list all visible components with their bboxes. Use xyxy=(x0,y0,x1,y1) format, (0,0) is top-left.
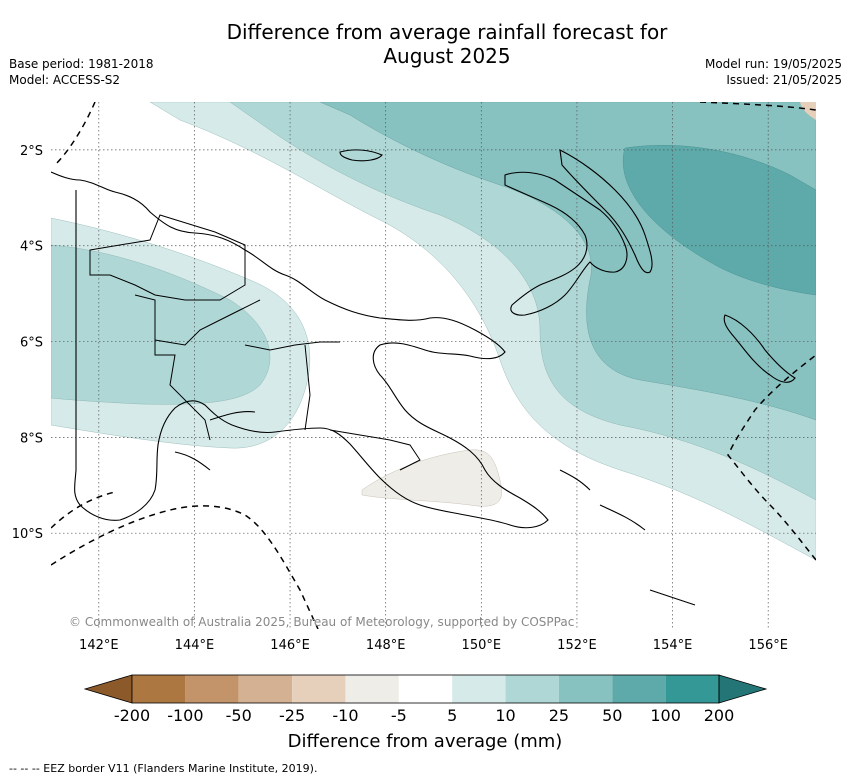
model-name: Model: ACCESS-S2 xyxy=(9,73,121,87)
longitude-labels: 142°E 144°E 146°E 148°E 150°E 152°E 154°E 156°E xyxy=(79,638,788,653)
eez-east xyxy=(727,354,816,561)
colorbar-labels: -200 -100 -50 -25 -10 -5 5 10 25 50 100 200 xyxy=(114,706,734,725)
colorbar-segment xyxy=(345,675,399,703)
eez-west xyxy=(54,102,96,166)
colorbar-segment xyxy=(398,675,453,703)
meta-left: Base period: 1981-2018 Model: ACCESS-S2 xyxy=(9,56,154,88)
eez-northeast xyxy=(699,102,816,111)
colorbar-tick-label: 200 xyxy=(704,706,735,725)
model-run: Model run: 19/05/2025 xyxy=(704,57,842,71)
torres-strait-area xyxy=(174,411,256,471)
colorbar-tick-label: -25 xyxy=(279,706,305,725)
meta-right: Model run: 19/05/2025 Issued: 21/05/2025 xyxy=(705,56,842,88)
manus-island xyxy=(339,149,383,162)
dentrecasteaux-islands xyxy=(559,469,696,606)
longitude-label: 154°E xyxy=(653,638,693,653)
colorbar-tick-label: -100 xyxy=(167,706,203,725)
colorbar-tick-label: 50 xyxy=(602,706,622,725)
colorbar-tick-label: -200 xyxy=(114,706,150,725)
colorbar-segment xyxy=(612,675,666,703)
rainfall-anomaly-fields xyxy=(51,102,816,561)
longitude-label: 148°E xyxy=(366,638,406,653)
colorbar-arrow-high xyxy=(718,674,768,704)
eez-southwest-2 xyxy=(51,491,116,529)
colorbar-segment xyxy=(185,675,239,703)
new-guinea-coast xyxy=(51,171,549,529)
colorbar-segment xyxy=(238,675,293,703)
colorbar-tick-label: 25 xyxy=(549,706,569,725)
graticule xyxy=(51,102,816,629)
anomaly-band-west-10-25 xyxy=(51,244,271,405)
map-title: Difference from average rainfall forecas… xyxy=(0,20,850,68)
title-line-1: Difference from average rainfall forecas… xyxy=(226,20,668,44)
colorbar-segment xyxy=(132,675,186,703)
latitude-label: 8°S xyxy=(20,431,43,446)
longitude-label: 156°E xyxy=(748,638,788,653)
title-line-2: August 2025 xyxy=(383,44,511,68)
longitude-label: 146°E xyxy=(270,638,310,653)
longitude-label: 142°E xyxy=(79,638,119,653)
longitude-label: 150°E xyxy=(462,638,502,653)
boundary-highlands xyxy=(134,294,261,441)
copyright-notice: © Commonwealth of Australia 2025, Bureau… xyxy=(69,615,574,629)
issued-date: Issued: 21/05/2025 xyxy=(726,73,842,87)
latitude-label: 10°S xyxy=(12,527,43,542)
colorbar-frame xyxy=(131,674,720,704)
longitude-label: 144°E xyxy=(175,638,215,653)
bougainville-coast xyxy=(723,314,796,383)
colorbar xyxy=(83,674,768,704)
latitude-labels: 2°S 4°S 6°S 8°S 10°S xyxy=(12,144,43,542)
anomaly-band-50-100 xyxy=(622,145,816,296)
eez-borders xyxy=(51,102,816,629)
colorbar-arrow-low xyxy=(83,674,133,704)
new-ireland-coast xyxy=(559,149,653,274)
anomaly-patch-dry-ne xyxy=(800,102,816,120)
latitude-label: 6°S xyxy=(20,336,43,351)
base-period: Base period: 1981-2018 xyxy=(9,57,154,71)
colorbar-title: Difference from average (mm) xyxy=(287,731,563,752)
latitude-label: 4°S xyxy=(20,240,43,255)
colorbar-tick-label: -50 xyxy=(226,706,252,725)
boundary-central xyxy=(244,341,340,431)
eez-footnote: -- -- -- EEZ border V11 (Flanders Marine… xyxy=(9,762,318,775)
colorbar-tick-label: -10 xyxy=(332,706,358,725)
colorbar-segment xyxy=(505,675,559,703)
colorbar-segment xyxy=(452,675,506,703)
provincial-boundaries xyxy=(89,214,421,471)
latitude-label: 2°S xyxy=(20,144,43,159)
colorbar-tick-label: 10 xyxy=(495,706,515,725)
eez-southwest xyxy=(51,505,319,629)
colorbar-segment xyxy=(665,675,719,703)
boundary-west-sepik xyxy=(89,214,246,301)
colorbar-tick-label: 5 xyxy=(447,706,457,725)
coastlines xyxy=(51,149,796,606)
colorbar-segment xyxy=(292,675,346,703)
colorbar-tick-label: 100 xyxy=(650,706,681,725)
longitude-label: 152°E xyxy=(557,638,597,653)
colorbar-tick-label: -5 xyxy=(391,706,407,725)
new-britain-coast xyxy=(504,171,628,316)
colorbar-segment xyxy=(558,675,613,703)
boundary-gulf xyxy=(329,429,421,471)
